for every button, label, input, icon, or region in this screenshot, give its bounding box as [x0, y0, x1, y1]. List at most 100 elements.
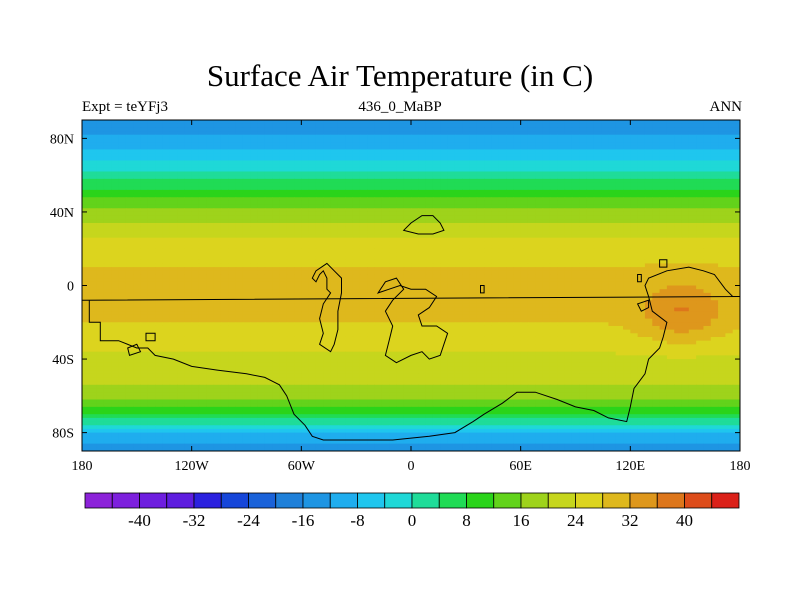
field-cell: [374, 178, 383, 184]
field-cell: [294, 263, 302, 268]
field-cell: [396, 149, 405, 154]
field-cell: [593, 204, 602, 209]
field-cell: [681, 193, 690, 198]
field-cell: [191, 234, 200, 239]
field-cell: [411, 171, 419, 176]
field-cell: [432, 211, 441, 217]
field-cell: [177, 252, 185, 257]
field-cell: [294, 256, 302, 261]
field-cell: [403, 307, 412, 312]
field-cell: [330, 314, 339, 320]
field-cell: [608, 278, 617, 283]
field-cell: [191, 300, 200, 305]
field-cell: [542, 178, 551, 184]
field-cell: [681, 230, 690, 235]
field-cell: [103, 171, 112, 176]
field-cell: [264, 289, 273, 294]
field-cell: [301, 322, 310, 327]
field-cell: [637, 142, 646, 147]
field-cell: [557, 204, 566, 209]
field-cell: [198, 274, 207, 279]
field-cell: [374, 278, 383, 283]
field-cell: [586, 131, 595, 136]
field-cell: [140, 153, 149, 158]
field-cell: [506, 197, 514, 202]
field-cell: [644, 142, 653, 147]
field-cell: [535, 193, 544, 198]
field-cell: [418, 178, 427, 184]
field-cell: [89, 267, 98, 272]
field-cell: [659, 256, 668, 261]
field-cell: [111, 123, 120, 128]
field-cell: [440, 296, 449, 301]
field-cell: [644, 256, 653, 261]
field-cell: [491, 259, 500, 265]
field-cell: [513, 120, 522, 125]
field-cell: [681, 164, 690, 169]
field-cell: [279, 142, 288, 147]
field-cell: [418, 234, 427, 239]
field-cell: [703, 234, 712, 239]
field-cell: [703, 226, 712, 231]
field-cell: [586, 171, 595, 176]
field-cell: [498, 120, 507, 125]
field-cell: [440, 263, 449, 268]
field-cell: [535, 307, 544, 312]
field-cell: [228, 145, 237, 151]
field-cell: [337, 318, 346, 323]
field-cell: [710, 156, 719, 162]
field-cell: [484, 263, 493, 268]
field-cell: [301, 230, 310, 235]
field-cell: [330, 175, 339, 180]
field-cell: [615, 153, 624, 158]
field-cell: [308, 222, 317, 228]
field-cell: [666, 252, 675, 257]
field-cell: [89, 145, 98, 151]
field-cell: [644, 226, 653, 231]
field-cell: [506, 142, 514, 147]
field-cell: [396, 156, 405, 162]
field-cell: [579, 281, 588, 287]
field-cell: [425, 123, 434, 128]
field-cell: [228, 171, 237, 176]
field-cell: [615, 300, 624, 305]
field-cell: [374, 222, 383, 228]
field-cell: [564, 222, 573, 228]
field-cell: [411, 314, 419, 320]
field-cell: [696, 259, 705, 265]
field-cell: [630, 256, 639, 261]
field-cell: [732, 178, 740, 184]
field-cell: [162, 189, 171, 195]
field-cell: [242, 230, 251, 235]
field-cell: [381, 267, 390, 272]
field-cell: [294, 318, 302, 323]
field-cell: [367, 256, 376, 261]
field-cell: [586, 278, 595, 283]
field-cell: [103, 259, 112, 265]
field-cell: [725, 300, 734, 305]
field-cell: [520, 171, 529, 176]
field-cell: [513, 234, 522, 239]
field-cell: [308, 285, 317, 290]
field-cell: [527, 208, 536, 213]
field-cell: [432, 226, 441, 231]
field-cell: [111, 278, 120, 283]
field-cell: [198, 222, 207, 228]
field-cell: [557, 311, 566, 316]
field-cell: [630, 197, 639, 202]
field-cell: [681, 237, 690, 242]
field-cell: [520, 285, 529, 290]
field-cell: [571, 219, 580, 224]
field-cell: [535, 234, 544, 239]
field-cell: [476, 142, 485, 147]
field-cell: [96, 292, 105, 298]
field-cell: [330, 200, 339, 206]
field-cell: [411, 123, 419, 128]
field-cell: [294, 211, 302, 217]
field-cell: [294, 204, 302, 209]
field-cell: [250, 263, 259, 268]
field-cell: [89, 153, 98, 158]
field-cell: [696, 182, 705, 187]
field-cell: [674, 292, 683, 298]
field-cell: [403, 160, 412, 165]
